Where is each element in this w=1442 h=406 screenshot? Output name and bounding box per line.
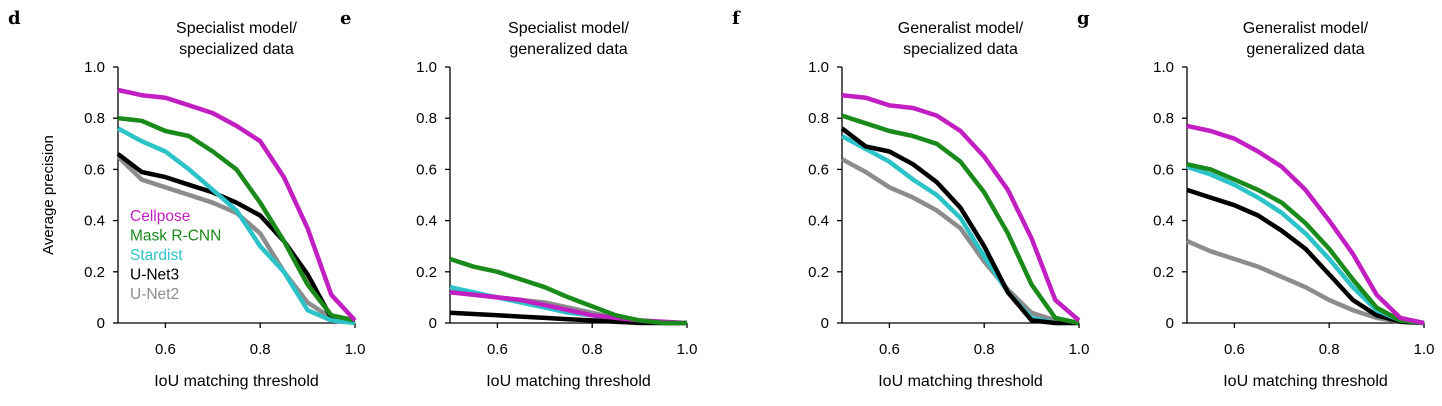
panel-e-xtick-label: 0.8 (582, 341, 603, 358)
panel-e-title-line-2: generalized data (509, 41, 627, 58)
panel-e-ytick-label: 0.4 (416, 213, 437, 230)
legend-entry-u-net2: U-Net2 (130, 286, 179, 303)
panel-e-title-line-1: Specialist model/ (508, 20, 630, 37)
panel-f-title-line-1: Generalist model/ (898, 20, 1024, 37)
legend-entry-stardist: Stardist (130, 247, 183, 264)
panel-d-series-mask-r-cnn-line (117, 115, 356, 323)
panel-d-title-line-1: Specialist model/ (176, 20, 298, 37)
panel-e-ytick-label: 1.0 (416, 59, 437, 76)
panel-e-series-mask-r-cnn-line (449, 256, 687, 326)
panel-f-ytick-label: 0.8 (808, 110, 829, 127)
panel-d-series-u-net3-line (116, 152, 356, 323)
panel-g-ytick-label: 0 (1166, 315, 1174, 332)
panel-g-ytick-label: 0.6 (1153, 161, 1174, 178)
panel-e-x-axis-label: IoU matching threshold (486, 373, 651, 390)
panel-d-ytick-label: 0.4 (84, 213, 105, 230)
panel-f-x-axis-label: IoU matching threshold (878, 373, 1043, 390)
panel-g-title-line-1: Generalist model/ (1243, 20, 1369, 37)
panel-e-ytick-label: 0.6 (416, 161, 437, 178)
panel-d-letter: d (8, 8, 21, 29)
panel-g-title-line-2: generalized data (1246, 41, 1364, 58)
legend-entry-u-net3: U-Net3 (130, 267, 179, 284)
panel-f-ytick-label: 0.4 (808, 213, 829, 230)
panel-e-ytick-label: 0 (429, 315, 437, 332)
panel-f-xtick-label: 0.8 (974, 341, 995, 358)
panel-g-series-mask-r-cnn-line (1186, 162, 1425, 326)
panel-g-series-u-net2-line (1186, 239, 1425, 326)
panel-f-xtick-label: 0.6 (879, 341, 900, 358)
panel-f-series-u-net3-line (840, 126, 1079, 326)
panel-g-xtick-label: 1.0 (1414, 341, 1435, 358)
panel-f-letter: f (732, 8, 741, 29)
panel-e-xtick-label: 1.0 (677, 341, 698, 358)
panel-f-ytick-label: 0.6 (808, 161, 829, 178)
panel-d-xtick-label: 0.6 (155, 341, 176, 358)
panel-g-letter: g (1077, 8, 1090, 29)
panel-d-title-line-2: specialized data (179, 41, 294, 58)
panel-d-ytick-label: 1.0 (84, 59, 105, 76)
legend-entry-mask-r-cnn: Mask R-CNN (130, 228, 221, 245)
panel-d-ytick-label: 0 (97, 315, 105, 332)
panel-g-ytick-label: 0.8 (1153, 110, 1174, 127)
panel-d-ytick-label: 0.8 (84, 110, 105, 127)
panel-f-series-u-net2-line (840, 157, 1080, 326)
panel-f-xtick-label: 1.0 (1069, 341, 1090, 358)
panel-g-x-axis-label: IoU matching threshold (1223, 373, 1388, 390)
panel-g-xtick-label: 0.8 (1319, 341, 1340, 358)
panel-e-letter: e (340, 8, 351, 29)
panel-e-xtick-label: 0.6 (487, 341, 508, 358)
panel-f-series-mask-r-cnn-line (841, 113, 1080, 326)
panel-f-title-line-2: specialized data (903, 41, 1018, 58)
panel-g-xtick-label: 0.6 (1224, 341, 1245, 358)
panel-e-ytick-label: 0.2 (416, 264, 437, 281)
panel-d-ytick-label: 0.2 (84, 264, 105, 281)
panel-f-ytick-label: 0 (821, 315, 829, 332)
panel-d-xtick-label: 0.8 (250, 341, 271, 358)
panel-e-ytick-label: 0.8 (416, 110, 437, 127)
panel-d-xtick-label: 1.0 (345, 341, 366, 358)
panel-g-series-u-net3-line (1186, 187, 1425, 326)
panel-d-ytick-label: 0.6 (84, 161, 105, 178)
panel-g-ytick-label: 1.0 (1153, 59, 1174, 76)
panel-d-series-stardist-line (116, 126, 356, 326)
panel-d-x-axis-label: IoU matching threshold (154, 373, 319, 390)
panel-f-ytick-label: 0.2 (808, 264, 829, 281)
panel-d-series-cellpose-line (117, 87, 357, 322)
panel-d-y-axis-label: Average precision (40, 135, 57, 255)
panel-f-series-cellpose-line (841, 92, 1081, 323)
legend-entry-cellpose: Cellpose (130, 208, 190, 225)
panel-g-ytick-label: 0.4 (1153, 213, 1174, 230)
panel-g-ytick-label: 0.2 (1153, 264, 1174, 281)
panel-f-ytick-label: 1.0 (808, 59, 829, 76)
panel-g-series-cellpose-line (1186, 123, 1425, 326)
